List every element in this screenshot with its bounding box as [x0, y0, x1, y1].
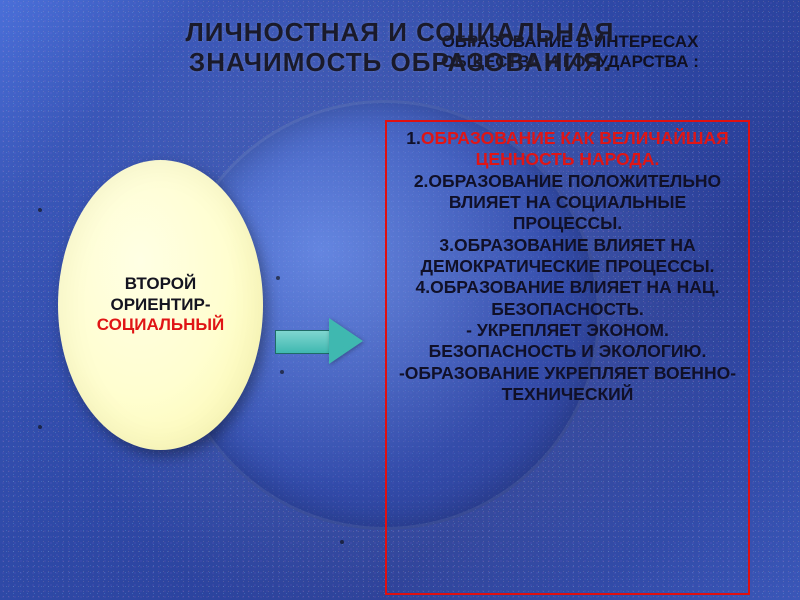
pt-3: 3.ОБРАЗОВАНИЕ ВЛИЯЕТ НА ДЕМОКРАТИЧЕСКИЕ …: [421, 235, 715, 276]
points-textbox: 1.ОБРАЗОВАНИЕ КАК ВЕЛИЧАЙШАЯ ЦЕННОСТЬ НА…: [385, 120, 750, 595]
ellipse-line1: ВТОРОЙ: [125, 274, 196, 293]
concept-ellipse: ВТОРОЙ ОРИЕНТИР- СОЦИАЛЬНЫЙ: [58, 160, 263, 450]
decorative-dot: [38, 425, 42, 429]
pt-1-head: ОБРАЗОВАНИЕ КАК ВЕЛИЧАЙШАЯ ЦЕННОСТЬ НАРО…: [421, 128, 729, 169]
decorative-dot: [340, 540, 344, 544]
points-text: 1.ОБРАЗОВАНИЕ КАК ВЕЛИЧАЙШАЯ ЦЕННОСТЬ НА…: [397, 128, 738, 405]
decorative-dot: [38, 208, 42, 212]
ellipse-line3: СОЦИАЛЬНЫЙ: [97, 315, 224, 334]
decorative-dot: [280, 370, 284, 374]
arrow-right-icon: [275, 318, 365, 364]
pt-1-num: 1.: [406, 128, 421, 148]
slide: ЛИЧНОСТНАЯ И СОЦИАЛЬНАЯ ЗНАЧИМОСТЬ ОБРАЗ…: [0, 0, 800, 600]
ellipse-line2: ОРИЕНТИР-: [110, 295, 210, 314]
pt-4: 4.ОБРАЗОВАНИЕ ВЛИЯЕТ НА НАЦ. БЕЗОПАСНОСТ…: [416, 277, 720, 318]
pt-2: 2.ОБРАЗОВАНИЕ ПОЛОЖИТЕЛЬНО ВЛИЯЕТ НА СОЦ…: [414, 171, 721, 234]
slide-title: ЛИЧНОСТНАЯ И СОЦИАЛЬНАЯ ЗНАЧИМОСТЬ ОБРАЗ…: [0, 18, 800, 78]
decorative-dot: [276, 276, 280, 280]
ellipse-label: ВТОРОЙ ОРИЕНТИР- СОЦИАЛЬНЫЙ: [79, 274, 242, 335]
pt-bullet-2-cut: -ОБРАЗОВАНИЕ УКРЕПЛЯЕТ ВОЕННО-ТЕХНИЧЕСКИ…: [399, 363, 736, 404]
pt-bullet-1: - УКРЕПЛЯЕТ ЭКОНОМ. БЕЗОПАСНОСТЬ И ЭКОЛО…: [429, 320, 707, 361]
